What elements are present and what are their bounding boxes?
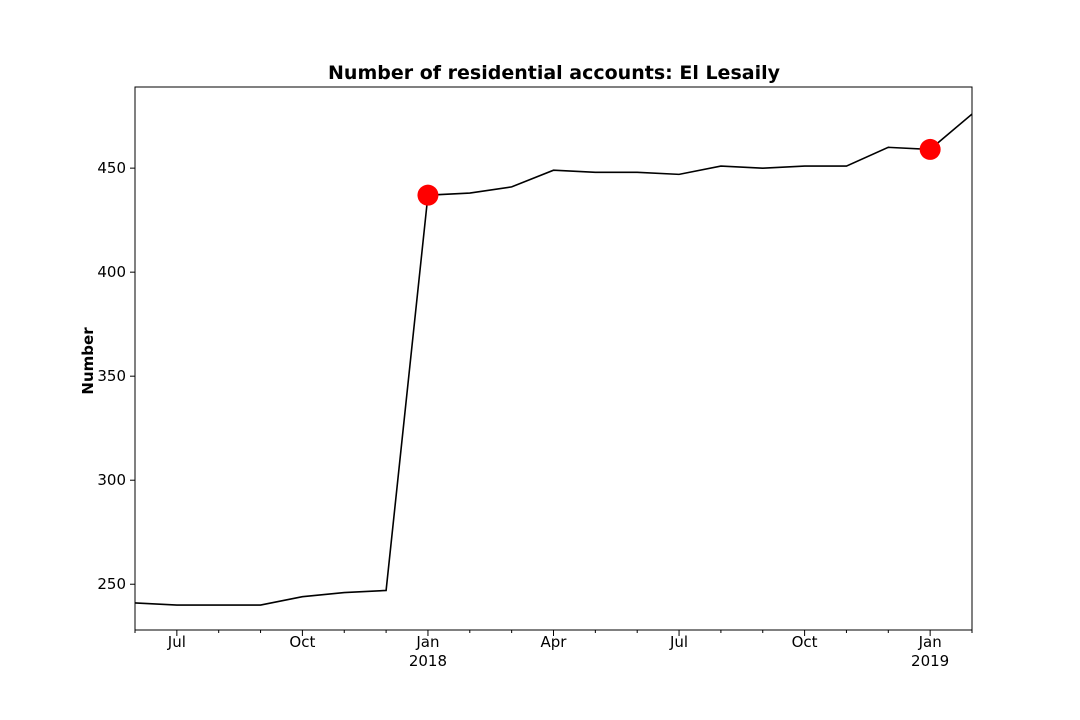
x-tick-label: Apr: [541, 633, 568, 651]
chart-title: Number of residential accounts: El Lesai…: [328, 62, 781, 84]
y-tick-label: 300: [97, 471, 126, 489]
x-tick-label: Jul: [167, 633, 186, 651]
x-tick-year-label: 2019: [911, 652, 949, 670]
highlight-marker: [919, 138, 941, 160]
plot-area: [135, 113, 972, 606]
y-tick-label: 450: [97, 159, 126, 177]
series-line: [135, 113, 972, 606]
plot-frame: [134, 86, 973, 631]
x-tick-label: Jan: [918, 633, 942, 651]
highlight-marker: [417, 184, 439, 206]
y-axis-label: Number: [79, 327, 97, 395]
x-tick-label: Oct: [792, 633, 818, 651]
x-tick-label: Jan: [415, 633, 439, 651]
y-tick-label: 350: [97, 367, 126, 385]
x-tick-label: Jul: [669, 633, 688, 651]
y-tick-label: 250: [97, 575, 126, 593]
y-tick-label: 400: [97, 263, 126, 281]
x-tick-year-label: 2018: [409, 652, 447, 670]
x-tick-label: Oct: [289, 633, 315, 651]
